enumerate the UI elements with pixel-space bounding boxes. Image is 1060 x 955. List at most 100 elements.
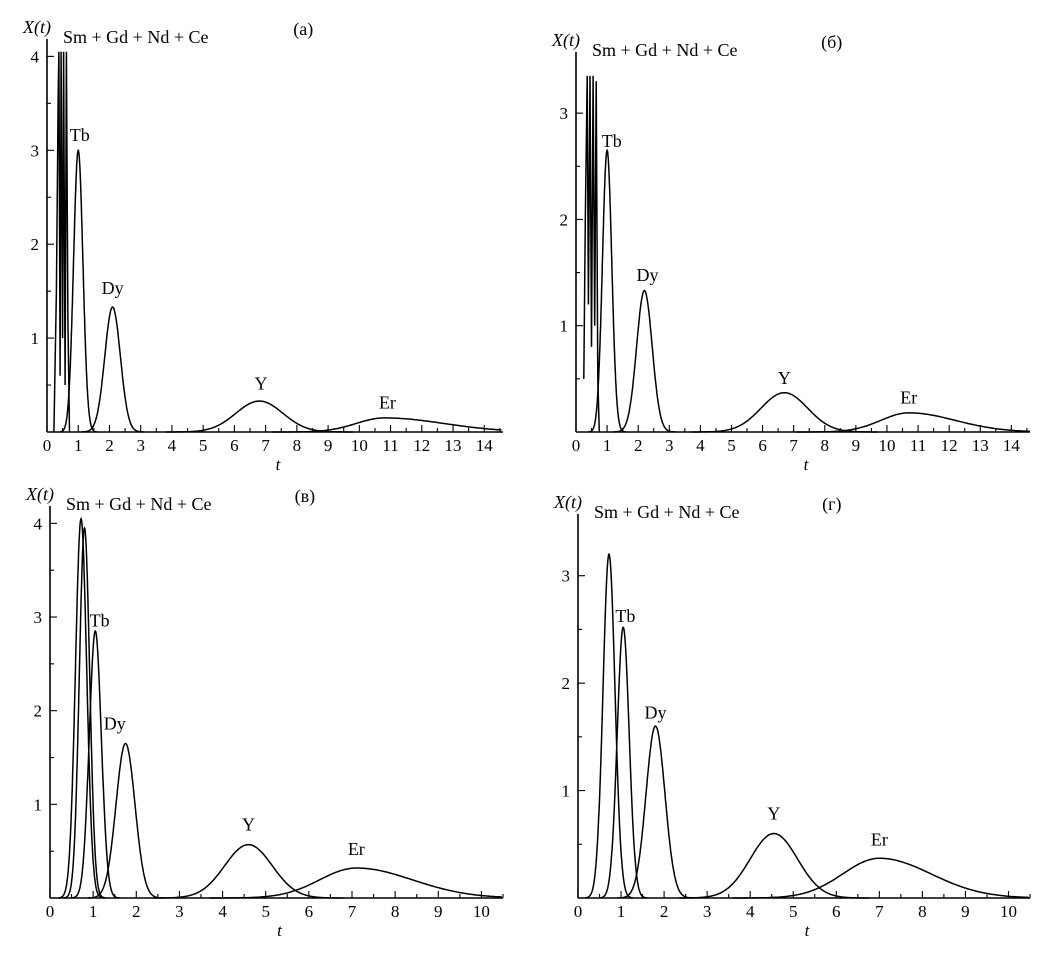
x-tick-label: 0 bbox=[46, 902, 55, 921]
x-axis-label: t bbox=[277, 921, 283, 940]
series-dy-line bbox=[617, 725, 694, 899]
y-tick-label: 1 bbox=[34, 795, 43, 814]
y-tick-label: 4 bbox=[31, 47, 40, 66]
x-tick-label: 8 bbox=[918, 902, 927, 921]
x-tick-label: 6 bbox=[832, 902, 841, 921]
panel-label: (б) bbox=[821, 32, 842, 53]
x-tick-label: 3 bbox=[175, 902, 184, 921]
series-dy-line bbox=[81, 306, 144, 433]
series-sm-gd-nd-ce-2-line bbox=[63, 526, 106, 899]
panel-4: 0 1 2 3 4 5 6 7 8 9 10 1 2 3 X(t) t Sm + Gd + Nd + Ce (г)… bbox=[553, 492, 1031, 940]
peak-label-er: Er bbox=[900, 387, 917, 407]
panel-label: (а) bbox=[293, 19, 313, 40]
y-tick-label: 2 bbox=[560, 210, 569, 229]
legend-text: Sm + Gd + Nd + Ce bbox=[592, 40, 737, 60]
x-tick-label: 2 bbox=[132, 902, 141, 921]
x-tick-label: 6 bbox=[758, 436, 767, 455]
x-tick-label: 7 bbox=[348, 902, 357, 921]
series-sm-gd-nd-ce-line bbox=[584, 552, 634, 899]
x-tick-label: 6 bbox=[305, 902, 314, 921]
y-tick-label: 2 bbox=[31, 235, 40, 254]
x-tick-label: 6 bbox=[230, 436, 239, 455]
x-axis-label: t bbox=[805, 921, 811, 940]
x-tick-label: 3 bbox=[703, 902, 712, 921]
peak-label-y: Y bbox=[242, 815, 255, 835]
x-tick-label: 7 bbox=[261, 436, 270, 455]
x-tick-label: 9 bbox=[324, 436, 333, 455]
peak-label-tb: Tb bbox=[615, 606, 635, 626]
series-sm-gd-nd-ce-line bbox=[58, 517, 104, 899]
x-tick-label: 8 bbox=[293, 436, 302, 455]
x-tick-label: 9 bbox=[434, 902, 443, 921]
x-tick-label: 14 bbox=[476, 436, 494, 455]
y-tick-label: 3 bbox=[34, 608, 43, 627]
x-tick-label: 4 bbox=[168, 436, 177, 455]
x-tick-label: 0 bbox=[574, 902, 583, 921]
x-tick-label: 2 bbox=[634, 436, 643, 455]
x-tick-label: 10 bbox=[878, 436, 895, 455]
series-tb-line bbox=[588, 148, 626, 433]
x-tick-label: 1 bbox=[617, 902, 626, 921]
series-er-line bbox=[271, 417, 502, 433]
x-tick-label: 9 bbox=[961, 902, 970, 921]
y-axis-label: X(t) bbox=[551, 30, 580, 51]
x-tick-label: 10 bbox=[1000, 902, 1017, 921]
x-tick-label: 10 bbox=[351, 436, 368, 455]
x-tick-label: 14 bbox=[1003, 436, 1021, 455]
y-tick-label: 2 bbox=[562, 674, 571, 693]
x-tick-label: 4 bbox=[746, 902, 755, 921]
x-tick-label: 1 bbox=[603, 436, 612, 455]
x-tick-label: 1 bbox=[74, 436, 83, 455]
peak-label-dy: Dy bbox=[644, 703, 666, 723]
peak-label-dy: Dy bbox=[104, 713, 126, 733]
x-tick-label: 8 bbox=[821, 436, 830, 455]
series-sm-gd-nd-ce-line bbox=[583, 75, 601, 433]
y-axis-label: X(t) bbox=[25, 484, 54, 505]
peak-label-dy: Dy bbox=[637, 265, 659, 285]
legend-text: Sm + Gd + Nd + Ce bbox=[66, 494, 211, 514]
x-tick-label: 5 bbox=[261, 902, 270, 921]
series-dy-line bbox=[613, 289, 676, 433]
series-er-line bbox=[796, 412, 1030, 433]
y-tick-label: 3 bbox=[560, 104, 569, 123]
x-tick-label: 11 bbox=[382, 436, 398, 455]
panel-label: (в) bbox=[295, 486, 316, 507]
x-tick-label: 12 bbox=[413, 436, 430, 455]
series-sm-gd-nd-ce-line bbox=[53, 51, 71, 433]
y-tick-label: 4 bbox=[34, 514, 43, 533]
x-tick-label: 2 bbox=[105, 436, 114, 455]
y-tick-label: 3 bbox=[31, 141, 40, 160]
x-tick-label: 3 bbox=[136, 436, 145, 455]
x-tick-label: 4 bbox=[696, 436, 705, 455]
series-y-line bbox=[165, 400, 354, 433]
x-tick-label: 3 bbox=[665, 436, 674, 455]
y-tick-label: 3 bbox=[562, 567, 571, 586]
y-tick-label: 1 bbox=[562, 782, 571, 801]
x-tick-label: 0 bbox=[572, 436, 581, 455]
series-y-line bbox=[679, 832, 869, 899]
y-tick-label: 1 bbox=[31, 329, 40, 348]
x-tick-label: 2 bbox=[660, 902, 669, 921]
x-tick-label: 11 bbox=[910, 436, 926, 455]
x-axis-label: t bbox=[804, 455, 810, 474]
x-tick-label: 13 bbox=[445, 436, 462, 455]
series-tb-line bbox=[71, 630, 120, 899]
peak-label-er: Er bbox=[871, 829, 888, 849]
peak-label-y: Y bbox=[778, 368, 791, 388]
x-tick-label: 0 bbox=[43, 436, 52, 455]
series-er-line bbox=[209, 867, 502, 899]
series-tb-line bbox=[599, 626, 648, 899]
peak-label-dy: Dy bbox=[102, 278, 124, 298]
series-y-line bbox=[691, 391, 878, 433]
x-tick-label: 5 bbox=[789, 902, 798, 921]
y-tick-label: 1 bbox=[560, 317, 569, 336]
peak-label-er: Er bbox=[348, 839, 365, 859]
legend-text: Sm + Gd + Nd + Ce bbox=[63, 27, 208, 47]
x-tick-label: 8 bbox=[391, 902, 400, 921]
panel-label: (г) bbox=[822, 494, 841, 515]
x-tick-label: 7 bbox=[875, 902, 884, 921]
peak-label-tb: Tb bbox=[90, 610, 110, 630]
